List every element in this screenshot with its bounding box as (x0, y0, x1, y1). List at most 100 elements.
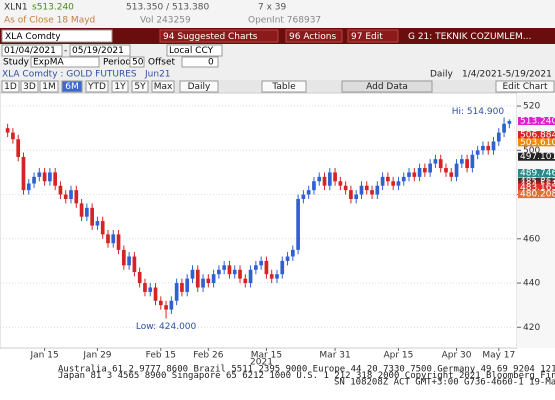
price-tag (518, 183, 555, 192)
candle-body (254, 265, 258, 270)
candle-body (190, 269, 195, 279)
x-tick-label: Apr 15 (384, 351, 414, 361)
button-label: 3D (23, 82, 36, 92)
candle-body (248, 269, 253, 284)
y-tick-label: 420 (523, 323, 540, 333)
candle-body (79, 203, 84, 217)
candle-body (148, 287, 153, 292)
candle-body (121, 249, 126, 266)
price-tag (518, 138, 555, 147)
x-tick-label: Feb 26 (193, 351, 224, 361)
candle-body (407, 172, 411, 177)
menu-label: 94 Suggested Charts (163, 32, 258, 42)
currency-select[interactable] (166, 44, 223, 57)
button-label: 5Y (134, 82, 146, 92)
button[interactable] (495, 80, 555, 93)
contract: Jun21 (144, 70, 171, 80)
candle-body (180, 283, 184, 292)
button[interactable] (20, 80, 39, 93)
candle-body (338, 181, 343, 186)
candle-body (306, 190, 311, 195)
candle-body (195, 269, 200, 288)
x-tick-label: Mar 31 (319, 351, 350, 361)
currency: Local CCY (169, 46, 214, 56)
security-input[interactable] (1, 29, 113, 43)
candle-body (349, 190, 353, 199)
candle-body (26, 183, 31, 191)
menu-button[interactable] (159, 29, 279, 43)
candle-body (90, 207, 94, 226)
footer-line: SN 108208Z ACT GMT+3:00 G736-4660-1 19-M… (334, 378, 555, 388)
as-of: As of Close 18 Mayd (4, 16, 95, 26)
button[interactable] (179, 80, 219, 93)
x-tick-label: Apr 30 (442, 351, 472, 361)
candle-body (137, 271, 142, 284)
button-label: Daily (188, 82, 211, 92)
candle-body (417, 168, 422, 177)
candle-body (285, 256, 290, 261)
x-tick-label: Feb 15 (146, 351, 176, 361)
candle-body (380, 176, 385, 186)
plot-area (0, 92, 518, 349)
low-annotation: Low: 424.000 (136, 322, 197, 332)
candle-body (16, 139, 21, 157)
button[interactable] (341, 80, 433, 93)
button-label: 6M (65, 82, 79, 92)
candle-body (259, 260, 263, 266)
candle-body (158, 300, 163, 306)
button-label: Table (271, 82, 296, 92)
end-input[interactable] (69, 44, 131, 57)
candle-body (428, 163, 432, 173)
candle-body (74, 190, 79, 204)
candle-body (201, 278, 205, 288)
button[interactable] (1, 80, 20, 93)
price-tag-label: 503.610 (520, 138, 555, 148)
candle-body (507, 121, 512, 124)
candle-body (5, 128, 10, 133)
price-tag (518, 117, 555, 126)
candle-body (481, 145, 485, 151)
candle-body (132, 256, 137, 272)
candle-body (444, 168, 448, 173)
button[interactable] (61, 80, 83, 93)
menu-button[interactable] (347, 29, 399, 43)
start-input[interactable] (1, 44, 63, 57)
offset-label: Offset (148, 58, 176, 68)
button[interactable] (261, 80, 307, 93)
candle-body (42, 172, 47, 182)
button[interactable] (131, 80, 149, 93)
button-label: Max (154, 82, 173, 92)
price-tag-label: 497.101 (520, 152, 555, 162)
study-select[interactable] (30, 56, 100, 68)
period-input[interactable] (129, 56, 145, 68)
button[interactable] (111, 80, 129, 93)
candle-body (269, 274, 274, 279)
candle-body (275, 274, 279, 279)
candle-body (169, 300, 174, 310)
candle-body (217, 269, 221, 275)
period: 50 (132, 58, 144, 68)
candle-body (227, 265, 232, 275)
button-label: 1Y (114, 82, 126, 92)
button-label: Add Data (366, 82, 408, 92)
date-range: 1/4/2021-5/19/2021 (462, 70, 552, 80)
menu-button[interactable] (285, 29, 343, 43)
candle-body (164, 305, 168, 310)
button[interactable] (39, 80, 59, 93)
candle-body (21, 156, 26, 191)
bid-ask: 513.350 / 513.380 (126, 3, 209, 13)
candle-body (58, 185, 63, 195)
price-tag (518, 131, 555, 140)
candle-body (459, 159, 464, 164)
button[interactable] (85, 80, 109, 93)
dash: - (64, 46, 67, 56)
footer-bg (0, 363, 555, 400)
y-tick-label: 520 (523, 102, 540, 112)
candle-body (95, 221, 100, 226)
price-tag (518, 168, 555, 177)
candle-body (63, 194, 68, 199)
candle-body (53, 172, 58, 186)
button[interactable] (151, 80, 175, 93)
offset-input[interactable] (181, 56, 219, 68)
button-label: Edit Chart (502, 82, 547, 92)
